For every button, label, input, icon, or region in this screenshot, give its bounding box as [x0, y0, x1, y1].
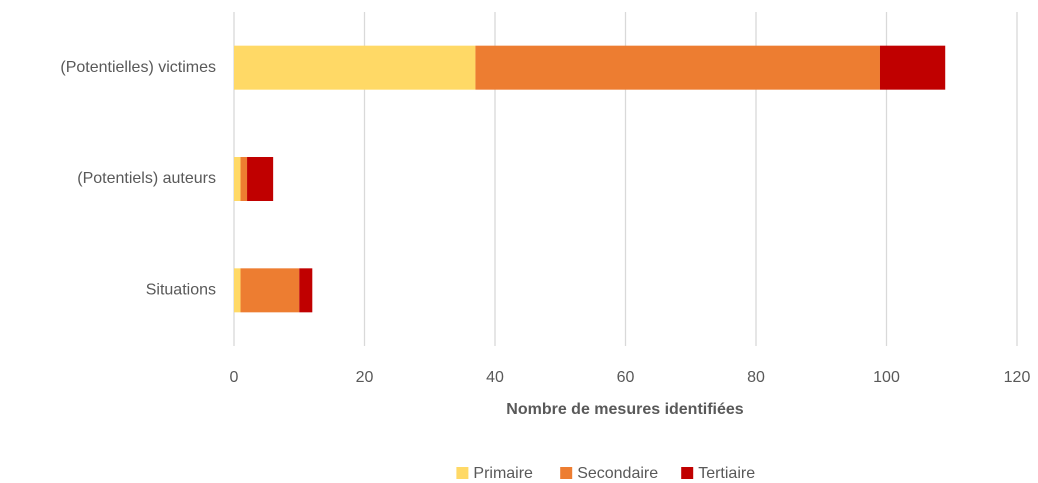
bar	[234, 45, 476, 90]
bar	[475, 45, 880, 90]
x-axis-title: Nombre de mesures identifiées	[506, 401, 744, 418]
legend-swatch	[456, 467, 469, 479]
bar	[247, 157, 274, 201]
legend-swatch	[681, 467, 694, 479]
x-tick-label: 60	[617, 369, 635, 386]
legend-label: Tertiaire	[698, 465, 755, 482]
y-tick-label: (Potentiels) auteurs	[77, 170, 216, 187]
bar	[240, 268, 300, 313]
y-tick-label: Situations	[146, 282, 216, 299]
legend-swatch	[560, 467, 573, 479]
legend-label: Primaire	[473, 465, 533, 482]
legend-label: Secondaire	[577, 465, 658, 482]
x-tick-label: 20	[356, 369, 374, 386]
x-tick-label: 80	[747, 369, 765, 386]
x-tick-label: 120	[1004, 369, 1031, 386]
bar	[240, 157, 248, 201]
x-tick-label: 0	[230, 369, 239, 386]
bar	[234, 268, 241, 313]
bar	[879, 45, 946, 90]
y-tick-label: (Potentielles) victimes	[60, 59, 216, 76]
x-tick-label: 100	[873, 369, 900, 386]
x-tick-label: 40	[486, 369, 504, 386]
bar	[299, 268, 313, 313]
bar	[234, 157, 241, 201]
